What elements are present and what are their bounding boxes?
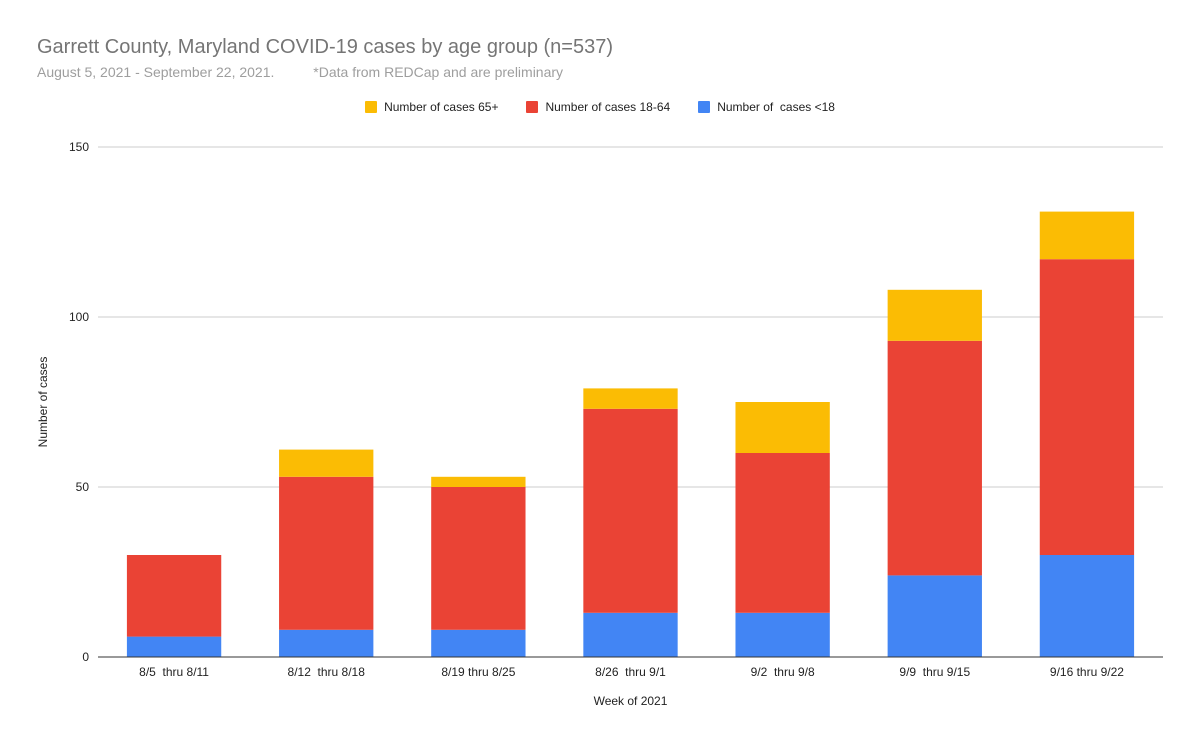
bar-segment-0-0 xyxy=(126,636,222,657)
y-axis-title: Number of cases xyxy=(36,357,50,448)
legend-label: Number of cases 18-64 xyxy=(545,100,671,114)
x-tick-label: 9/9 thru 9/15 xyxy=(899,665,970,679)
y-tick-label: 150 xyxy=(69,140,89,154)
bar-segment-0-1 xyxy=(279,629,374,657)
y-tick-label: 50 xyxy=(76,480,90,494)
x-tick-label: 8/5 thru 8/11 xyxy=(139,665,209,679)
bar-segment-1-2 xyxy=(431,487,526,630)
x-tick-label: 8/19 thru 8/25 xyxy=(441,665,515,679)
legend-item: Number of cases 18-64 xyxy=(526,100,670,114)
y-tick-label: 100 xyxy=(69,310,89,324)
legend-item: Number of cases <18 xyxy=(698,100,835,114)
bar-segment-2-6 xyxy=(1039,211,1135,260)
legend-item: Number of cases 65+ xyxy=(365,100,498,114)
x-tick-label: 8/26 thru 9/1 xyxy=(595,665,666,679)
chart-subtitle: August 5, 2021 - September 22, 2021. *Da… xyxy=(37,64,564,80)
bar-segment-1-1 xyxy=(279,476,374,630)
legend-label: Number of cases 65+ xyxy=(384,100,499,114)
x-axis-title: Week of 2021 xyxy=(594,694,668,708)
legend-swatch xyxy=(365,101,378,113)
x-tick-label: 8/12 thru 8/18 xyxy=(288,665,366,679)
bar-segment-2-3 xyxy=(583,388,678,409)
bar-segment-2-5 xyxy=(887,289,982,341)
chart-legend: Number of cases 65+ Number of cases 18-64… xyxy=(0,100,1200,114)
chart-title: Garrett County, Maryland COVID-19 cases … xyxy=(37,36,614,58)
legend-swatch xyxy=(526,101,539,113)
bar-segment-1-6 xyxy=(1039,259,1135,555)
bar-segment-0-6 xyxy=(1039,555,1135,657)
bar-segment-1-0 xyxy=(126,555,222,637)
y-tick-label: 0 xyxy=(82,650,89,664)
legend-swatch xyxy=(698,101,711,113)
bar-segment-0-4 xyxy=(735,612,830,657)
x-tick-label: 9/2 thru 9/8 xyxy=(751,665,815,679)
bar-segment-2-1 xyxy=(279,449,374,477)
x-tick-label: 9/16 thru 9/22 xyxy=(1050,665,1124,679)
bar-segment-1-5 xyxy=(887,340,982,576)
legend-label: Number of cases <18 xyxy=(717,100,835,114)
bar-segment-1-3 xyxy=(583,408,678,613)
bar-segment-2-4 xyxy=(735,402,830,453)
bar-segment-2-2 xyxy=(431,476,526,487)
bar-segment-0-3 xyxy=(583,612,678,657)
bar-segment-0-2 xyxy=(431,629,526,657)
bar-segment-1-4 xyxy=(735,453,830,613)
bar-segment-0-5 xyxy=(887,575,982,657)
